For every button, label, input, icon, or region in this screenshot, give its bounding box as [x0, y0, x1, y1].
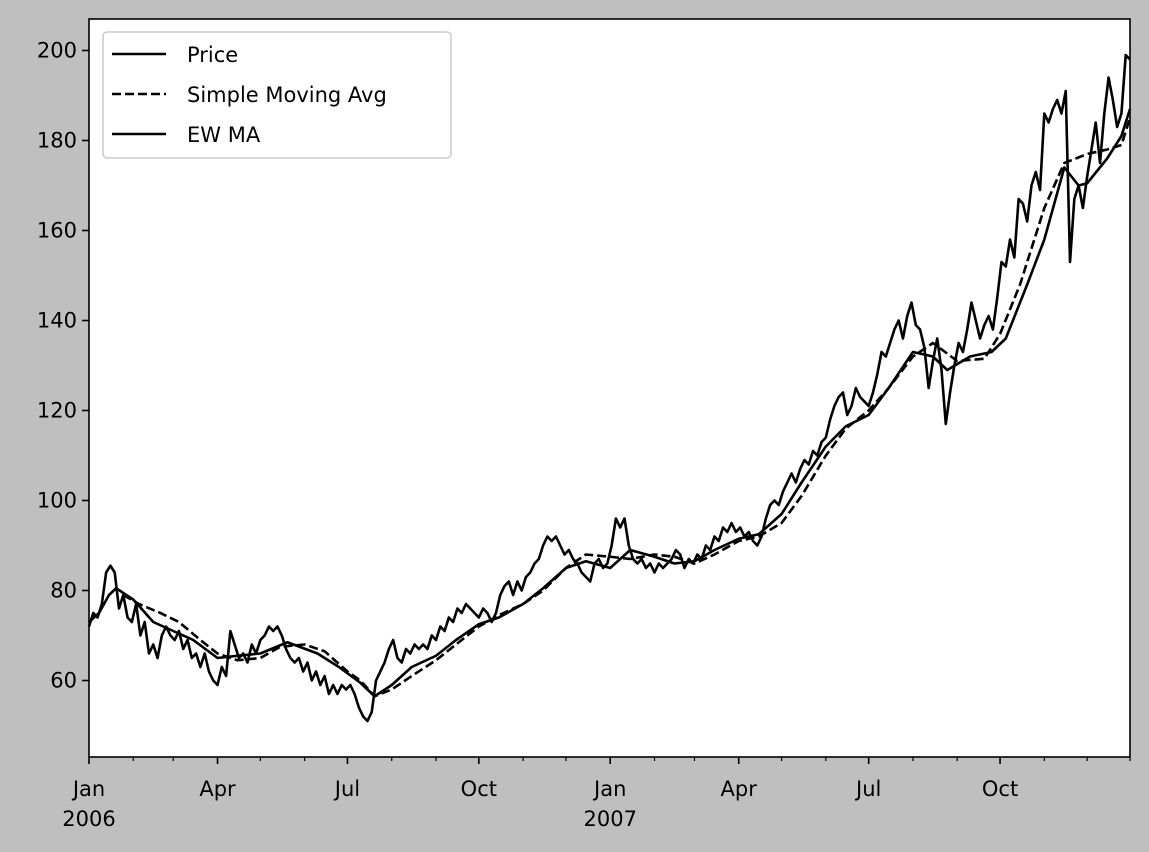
- y-tick-label: 120: [37, 399, 77, 423]
- x-tick-label: Oct: [461, 777, 497, 801]
- legend-label: EW MA: [187, 123, 261, 147]
- x-tick-year-label: 2007: [583, 807, 636, 831]
- x-tick-label: Apr: [721, 777, 758, 801]
- y-tick-label: 100: [37, 489, 77, 513]
- x-tick-label: Jul: [333, 777, 360, 801]
- x-tick-label: Jan: [592, 777, 626, 801]
- y-tick-label: 60: [50, 669, 77, 693]
- x-axis: Jan 2006 Apr Jul Oct Jan 2007 Apr Jul Oct: [62, 757, 1131, 831]
- y-tick-label: 200: [37, 39, 77, 63]
- y-tick-label: 160: [37, 219, 77, 243]
- series-line-1: [87, 53, 1131, 723]
- legend-box: [102, 31, 452, 159]
- x-tick-year-label: 2006: [62, 807, 115, 831]
- series-lines: [87, 53, 1132, 723]
- legend: Price Simple Moving Avg EW MA: [102, 31, 452, 159]
- y-tick-label: 180: [37, 129, 77, 153]
- legend-label: Simple Moving Avg: [187, 83, 387, 107]
- y-tick-label: 80: [50, 579, 77, 603]
- x-tick-label: Jan: [71, 777, 105, 801]
- series-line-2: [122, 117, 1132, 698]
- x-tick-label: Jul: [854, 777, 881, 801]
- x-tick-label: Apr: [199, 777, 236, 801]
- series-line-3: [88, 108, 1132, 698]
- y-axis: 60 80 100 120 140 160 180 200: [37, 39, 89, 693]
- y-tick-label: 140: [37, 309, 77, 333]
- x-tick-label: Oct: [982, 777, 1018, 801]
- legend-label: Price: [187, 43, 238, 67]
